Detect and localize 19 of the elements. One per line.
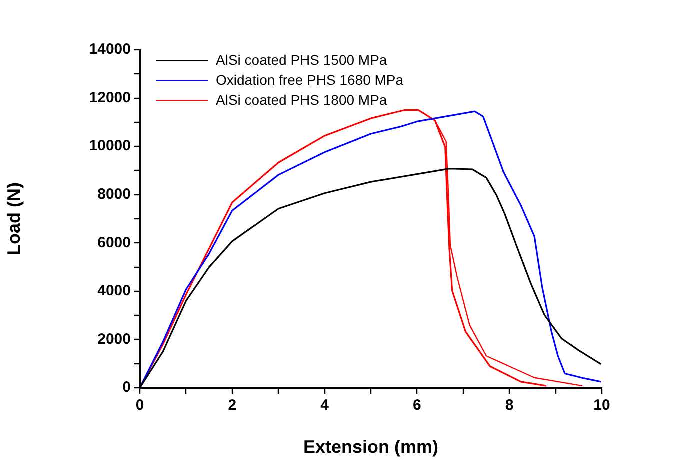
y-axis-title: Load (N) [4, 182, 24, 256]
y-tick-label: 8000 [98, 186, 131, 203]
legend-label: AlSi coated PHS 1500 MPa [216, 51, 388, 70]
x-tick-label: 4 [320, 397, 330, 414]
x-tick-label: 6 [413, 397, 422, 414]
y-tick-label: 6000 [98, 234, 131, 252]
legend-label: AlSi coated PHS 1800 MPa [216, 91, 388, 110]
y-tick-label: 2000 [98, 330, 131, 348]
x-tick-label: 2 [228, 397, 237, 414]
legend-label: Oxidation free PHS 1680 MPa [216, 71, 404, 90]
x-tick-label: 8 [505, 397, 514, 414]
y-tick-label: 12000 [89, 89, 131, 106]
x-tick-label: 10 [594, 397, 610, 414]
y-tick-label: 4000 [98, 282, 131, 300]
x-tick-label: 0 [136, 397, 144, 414]
y-tick-label: 10000 [89, 138, 131, 155]
x-axis-title: Extension (mm) [303, 437, 439, 458]
y-tick-label: 14000 [89, 41, 131, 58]
y-tick-label: 0 [122, 379, 131, 396]
